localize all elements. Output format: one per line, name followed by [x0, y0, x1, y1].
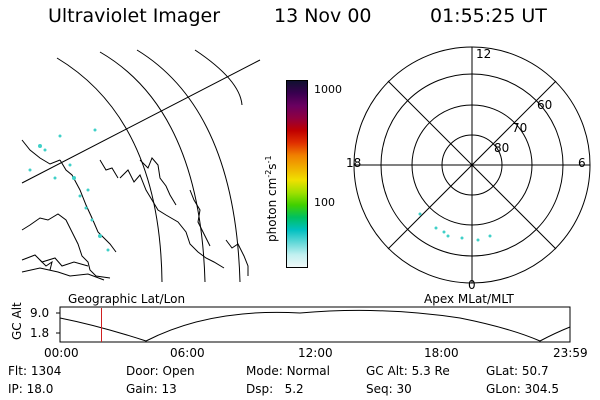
glon-label: GLon: — [486, 382, 521, 396]
info-glon: GLon: 304.5 — [486, 382, 559, 396]
ip-label: IP: — [8, 382, 23, 396]
dsp-value: 5.2 — [284, 382, 304, 396]
glat-label: GLat: — [486, 364, 519, 378]
unit-exp2: -1 — [264, 155, 273, 164]
colorbar-tick-1000: 1000 — [314, 83, 342, 96]
current-time-marker — [101, 308, 102, 342]
lat-label-80: 80 — [494, 141, 510, 155]
instrument-title: Ultraviolet Imager — [48, 5, 221, 27]
door-label: Door: — [126, 364, 159, 378]
colorbar-tick-100: 100 — [314, 196, 335, 209]
glon-value: 304.5 — [524, 382, 559, 396]
polar-panel-label: Apex MLat/MLT — [424, 292, 514, 306]
info-seq: Seq: 30 — [366, 382, 412, 396]
altitude-ylabel: GC Alt — [10, 302, 24, 340]
polar-grid — [353, 46, 591, 284]
time-tick-0600: 06:00 — [170, 346, 205, 360]
gain-label: Gain: — [126, 382, 158, 396]
time-tick-2359: 23:59 — [553, 346, 588, 360]
info-glat: GLat: 50.7 — [486, 364, 549, 378]
glat-value: 50.7 — [521, 364, 549, 378]
mode-label: Mode: — [246, 364, 283, 378]
flt-value: 1304 — [30, 364, 62, 378]
geographic-panel-label: Geographic Lat/Lon — [68, 292, 186, 306]
colorbar-unit-label: photon cm-2s-1 — [264, 155, 279, 242]
info-gain: Gain: 13 — [126, 382, 177, 396]
lat-label-70: 70 — [512, 121, 528, 135]
lat-label-60: 60 — [537, 98, 553, 112]
door-value: Open — [162, 364, 195, 378]
alt-tick-1-8: 1.8 — [30, 326, 50, 340]
alt-tick-9: 9.0 — [30, 306, 50, 320]
mlt-label-6: 6 — [578, 156, 586, 170]
colorbar — [286, 80, 308, 268]
info-door: Door: Open — [126, 364, 195, 378]
time-tick-1200: 12:00 — [298, 346, 333, 360]
flt-label: Flt: — [8, 364, 27, 378]
mode-value: Normal — [286, 364, 330, 378]
info-dsp: Dsp: 5.2 — [246, 382, 304, 396]
gcalt-value: 5.3 Re — [411, 364, 450, 378]
date-label: 13 Nov 00 — [274, 5, 372, 27]
mlt-label-18: 18 — [346, 156, 362, 170]
info-gcalt: GC Alt: 5.3 Re — [366, 364, 450, 378]
info-flt: Flt: 1304 — [8, 364, 61, 378]
seq-value: 30 — [396, 382, 412, 396]
time-tick-0000: 00:00 — [44, 346, 79, 360]
dsp-label: Dsp: — [246, 382, 274, 396]
altitude-plot — [56, 306, 571, 343]
time-label: 01:55:25 UT — [430, 5, 547, 27]
gcalt-label: GC Alt: — [366, 364, 408, 378]
time-tick-1800: 18:00 — [424, 346, 459, 360]
gain-value: 13 — [161, 382, 177, 396]
mlt-label-12: 12 — [476, 47, 492, 61]
ip-value: 18.0 — [26, 382, 54, 396]
mlt-label-0: 0 — [468, 278, 476, 292]
unit-mid: s — [265, 163, 279, 170]
info-ip: IP: 18.0 — [8, 382, 53, 396]
seq-label: Seq: — [366, 382, 393, 396]
unit-base: photon cm — [265, 177, 279, 242]
info-mode: Mode: Normal — [246, 364, 330, 378]
unit-exp1: -2 — [264, 169, 273, 178]
